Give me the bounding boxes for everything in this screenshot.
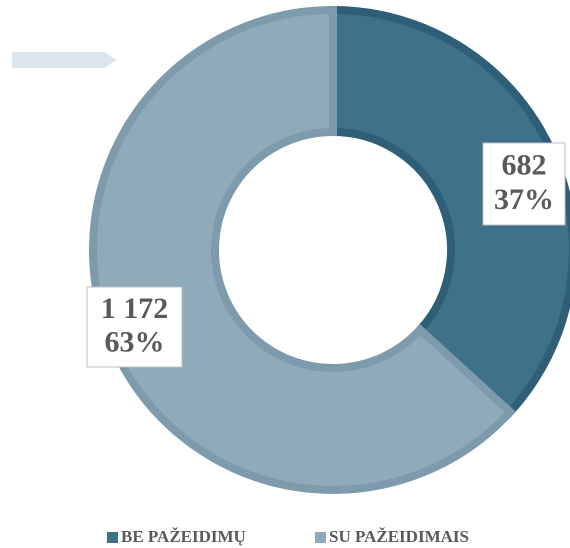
donut-slice bbox=[89, 5, 516, 494]
donut-slice bbox=[329, 5, 570, 418]
legend-swatch bbox=[107, 532, 118, 543]
decoration-arrow bbox=[12, 52, 117, 68]
percent-label: 37% bbox=[494, 183, 554, 216]
value-label: 682 bbox=[502, 148, 547, 181]
label-box bbox=[86, 286, 183, 368]
value-label: 1 172 bbox=[101, 292, 169, 325]
label-box bbox=[482, 142, 566, 226]
percent-label: 63% bbox=[105, 325, 165, 358]
legend-label: SU PAŽEIDIMAIS bbox=[329, 527, 469, 546]
legend-swatch bbox=[315, 532, 326, 543]
legend-label: BE PAŽEIDIMŲ bbox=[121, 527, 246, 546]
